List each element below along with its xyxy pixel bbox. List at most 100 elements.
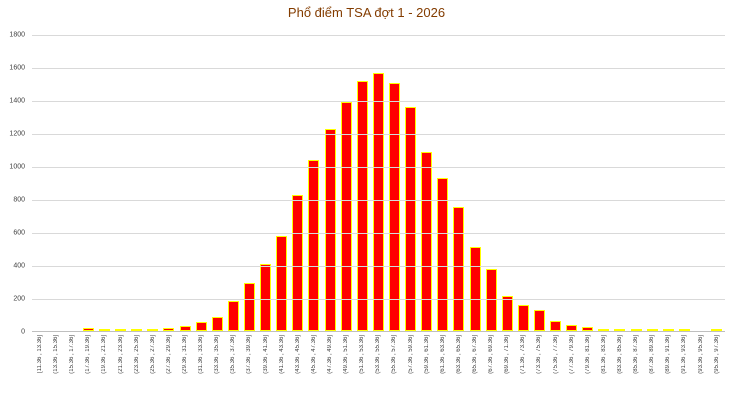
x-tick-label: (63.36 , 65.36] (455, 335, 462, 374)
y-tick-label: 800 (13, 196, 25, 204)
bar-slot (145, 35, 161, 331)
bar-slot (548, 35, 564, 331)
gridline (32, 68, 725, 69)
bar-slot (370, 35, 386, 331)
bar (276, 236, 288, 331)
bar-slot (644, 35, 660, 331)
bar (308, 160, 320, 331)
x-tick-cell: (33.36 , 35.36] (209, 335, 225, 374)
x-tick-cell: (37.36 , 39.36] (241, 335, 257, 374)
y-tick-label: 1600 (9, 64, 25, 72)
x-tick-cell: (75.36 , 77.36] (548, 335, 564, 374)
bar-slot (403, 35, 419, 331)
bar (211, 317, 223, 331)
bar (582, 327, 594, 331)
bar-slot (241, 35, 257, 331)
bar (179, 326, 191, 331)
x-tick-cell: (71.36 , 73.36] (515, 335, 531, 374)
x-tick-cell: (65.36 , 67.36] (467, 335, 483, 374)
bar-slot (483, 35, 499, 331)
x-tick-label: (53.36 , 55.36] (375, 335, 382, 374)
x-tick-cell: (73.36 , 75.36] (531, 335, 547, 374)
x-tick-label: (67.36 , 69.36] (488, 335, 495, 374)
x-tick-cell: (19.36 , 21.36] (96, 335, 112, 374)
x-tick-cell: (39.36 , 41.36] (258, 335, 274, 374)
gridline (32, 299, 725, 300)
x-tick-label: (69.36 , 71.36] (504, 335, 511, 374)
bar-slot (676, 35, 692, 331)
x-tick-label: (35.36 , 37.36] (230, 335, 237, 374)
bar (227, 301, 239, 331)
x-tick-cell: (59.36 , 61.36] (419, 335, 435, 374)
x-tick-label: (89.36 , 91.36] (665, 335, 672, 374)
bar (453, 207, 465, 331)
bar-slot (692, 35, 708, 331)
x-tick-cell: (57.36 , 59.36] (403, 335, 419, 374)
bar (340, 102, 352, 331)
x-axis-line (32, 331, 725, 332)
x-tick-label: (39.36 , 41.36] (262, 335, 269, 374)
bar-slot (386, 35, 402, 331)
x-tick-label: (15.36 , 17.36] (69, 335, 76, 374)
y-tick-label: 200 (13, 295, 25, 303)
bar-slot (177, 35, 193, 331)
x-tick-label: (57.36 , 59.36] (407, 335, 414, 374)
x-tick-label: (29.36 , 31.36] (182, 335, 189, 374)
bar (147, 329, 159, 331)
x-tick-label: (73.36 , 75.36] (536, 335, 543, 374)
x-tick-cell: (69.36 , 71.36] (499, 335, 515, 374)
bar (388, 83, 400, 331)
bar-slot (274, 35, 290, 331)
bar-slot (660, 35, 676, 331)
bar (82, 328, 94, 331)
bar (711, 329, 723, 331)
bar-slot (113, 35, 129, 331)
x-tick-cell: (15.36 , 17.36] (64, 335, 80, 374)
x-tick-cell: (81.36 , 83.36] (596, 335, 612, 374)
y-tick-label: 1800 (9, 31, 25, 39)
x-tick-label: (65.36 , 67.36] (472, 335, 478, 374)
bar-slot (80, 35, 96, 331)
x-tick-cell: (79.36 , 81.36] (580, 335, 596, 374)
bar (614, 329, 626, 331)
x-tick-label: (81.36 , 83.36] (600, 335, 607, 374)
bar (243, 283, 255, 331)
bar (405, 107, 417, 331)
x-tick-label: (87.36 , 89.36] (649, 335, 656, 374)
x-tick-label: (61.36 , 63.36] (439, 335, 446, 374)
x-tick-label: [11.36 , 13.36] (37, 335, 44, 373)
bar-slot (96, 35, 112, 331)
bar-slot (354, 35, 370, 331)
bars-container (32, 35, 725, 331)
x-tick-label: (55.36 , 57.36] (391, 335, 398, 374)
bar-slot (531, 35, 547, 331)
bar-slot (48, 35, 64, 331)
gridline (32, 35, 725, 36)
x-tick-cell: (35.36 , 37.36] (225, 335, 241, 374)
x-tick-cell: (47.36 , 49.36] (322, 335, 338, 374)
x-tick-label: (83.36 , 85.36] (616, 335, 623, 374)
bar-slot (129, 35, 145, 331)
y-tick-label: 400 (13, 262, 25, 270)
x-tick-cell: (29.36 , 31.36] (177, 335, 193, 374)
x-tick-cell: (85.36 , 87.36] (628, 335, 644, 374)
bar-slot (628, 35, 644, 331)
y-tick-label: 1200 (9, 130, 25, 138)
x-tick-cell: [11.36 , 13.36] (32, 335, 48, 373)
x-tick-cell: (67.36 , 69.36] (483, 335, 499, 374)
bar-slot (499, 35, 515, 331)
bar (485, 269, 497, 331)
bar-slot (225, 35, 241, 331)
gridline (32, 233, 725, 234)
plot-area (32, 35, 725, 332)
bar-slot (596, 35, 612, 331)
y-tick-label: 1000 (9, 163, 25, 171)
x-tick-label: (21.36 , 23.36] (117, 335, 124, 374)
x-tick-cell: (61.36 , 63.36] (435, 335, 451, 374)
bar-slot (612, 35, 628, 331)
bar (630, 329, 642, 331)
x-tick-label: (37.36 , 39.36] (246, 335, 253, 374)
x-tick-label: (93.36 , 95.36] (697, 335, 704, 374)
bar-slot (258, 35, 274, 331)
